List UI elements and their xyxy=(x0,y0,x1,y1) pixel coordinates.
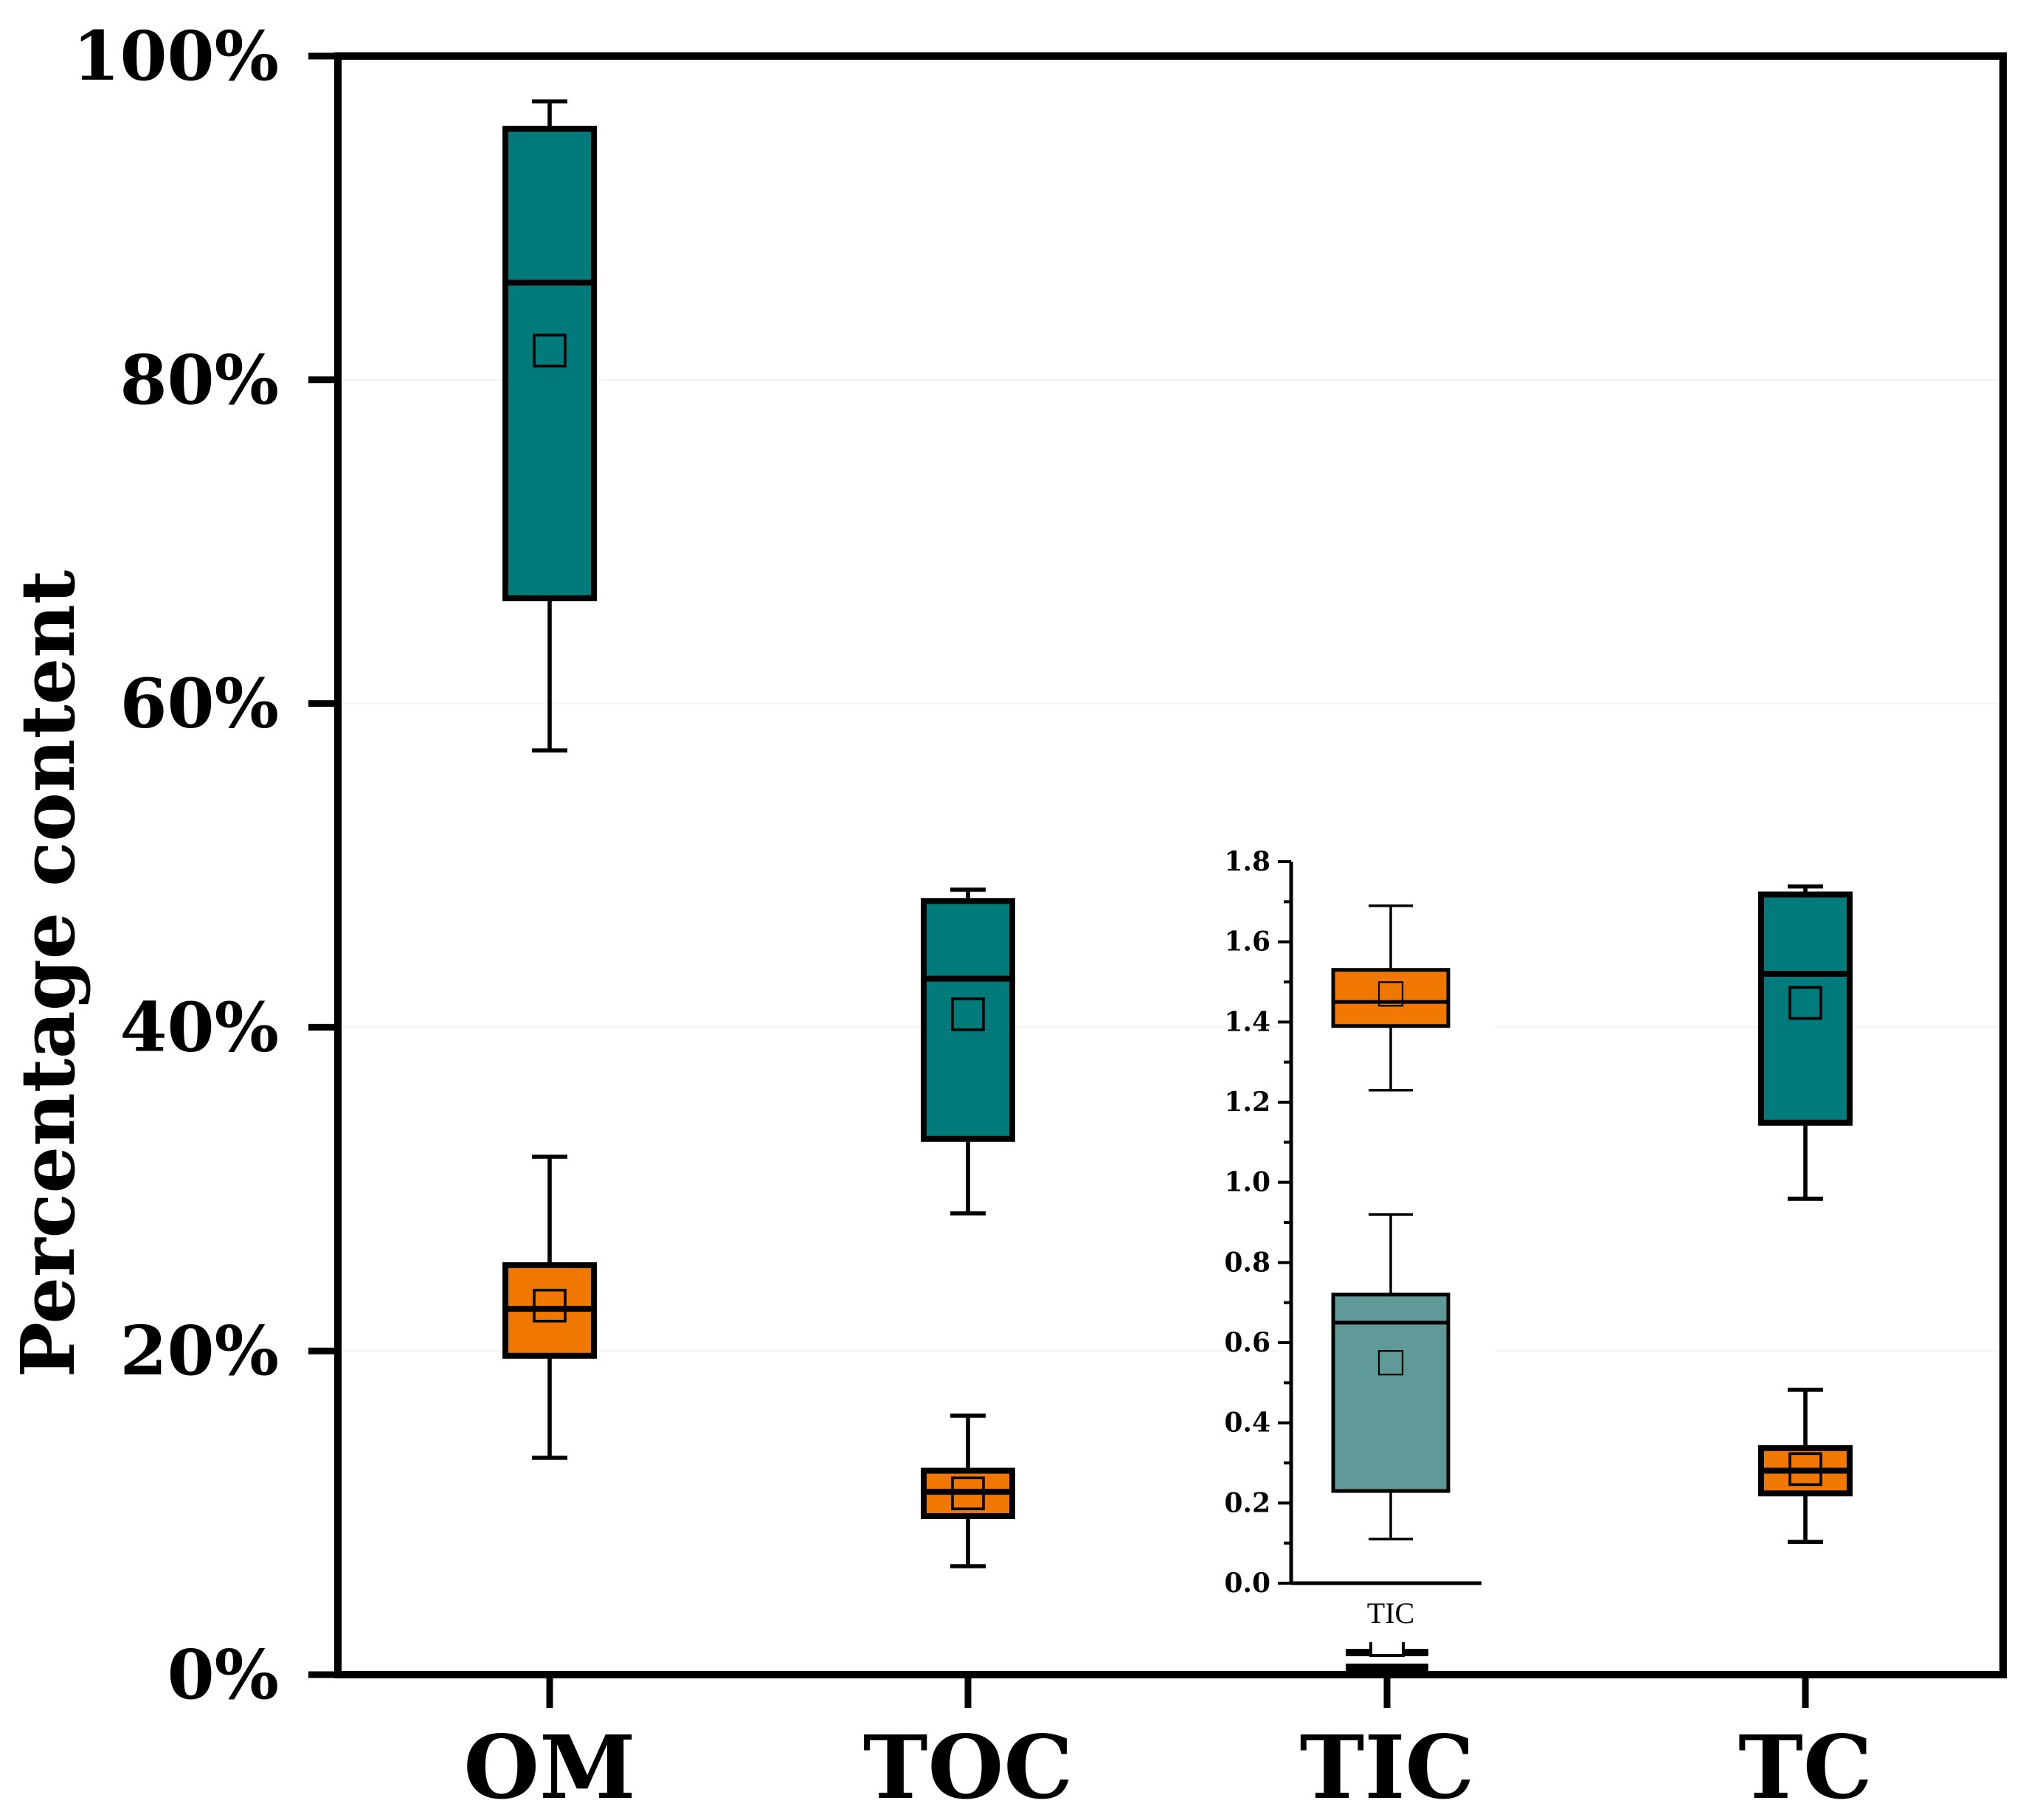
box xyxy=(1331,968,1451,1028)
x-tick-label: TOC xyxy=(863,1716,1073,1819)
inset-y-tick-label: 0.8 xyxy=(1224,1247,1270,1278)
mean-marker xyxy=(1788,1452,1822,1487)
inset-y-tick-label: 1.6 xyxy=(1224,927,1270,958)
mean-marker xyxy=(533,333,567,368)
inset-y-tick-label: 1.8 xyxy=(1224,846,1270,877)
x-tick-label: TIC xyxy=(1300,1716,1475,1819)
mean-marker xyxy=(1788,986,1822,1020)
tic-inset-plot: 0.0 0.2 0.4 0.6 0.8 1.0 1.2 1.4 1.6 1.8 TIC xyxy=(1224,840,1495,1642)
plot-frame xyxy=(334,52,2007,1678)
mean-marker xyxy=(951,1476,985,1511)
y-axis-label: Percentage content xyxy=(4,570,91,1377)
mean-marker xyxy=(533,1288,567,1323)
y-tick-label: 20% xyxy=(120,1311,279,1391)
box xyxy=(502,125,597,601)
mean-marker xyxy=(951,997,985,1031)
box xyxy=(1331,1293,1451,1493)
x-tick-label: TC xyxy=(1738,1716,1873,1819)
main-plot: 0% 20% 40% 60% 80% 100% OM TOC TIC TC Percentage c… xyxy=(4,16,2007,1819)
inset-y-tick-label: 1.0 xyxy=(1224,1167,1270,1198)
y-tick-label: 40% xyxy=(120,987,279,1067)
y-tick-label: 80% xyxy=(120,340,279,420)
x-tick-label: OM xyxy=(463,1716,635,1819)
inset-y-tick-label: 1.4 xyxy=(1224,1006,1270,1037)
inset-y-tick-label: 0.6 xyxy=(1224,1327,1270,1358)
inset-background xyxy=(1278,840,1495,1642)
y-tick-label: 100% xyxy=(73,16,279,96)
inset-y-tick-label: 1.2 xyxy=(1224,1087,1270,1118)
inset-x-label: TIC xyxy=(1367,1596,1414,1630)
y-tick-label: 0% xyxy=(167,1635,279,1715)
box xyxy=(1758,891,1853,1126)
mean-marker xyxy=(1377,1350,1404,1376)
inset-y-tick-label: 0.4 xyxy=(1224,1408,1270,1439)
mean-marker xyxy=(1377,981,1404,1007)
y-tick-label: 60% xyxy=(120,664,279,744)
inset-y-tick-label: 0.2 xyxy=(1224,1487,1270,1518)
inset-y-tick-label: 0.0 xyxy=(1224,1568,1270,1599)
box xyxy=(921,898,1015,1142)
